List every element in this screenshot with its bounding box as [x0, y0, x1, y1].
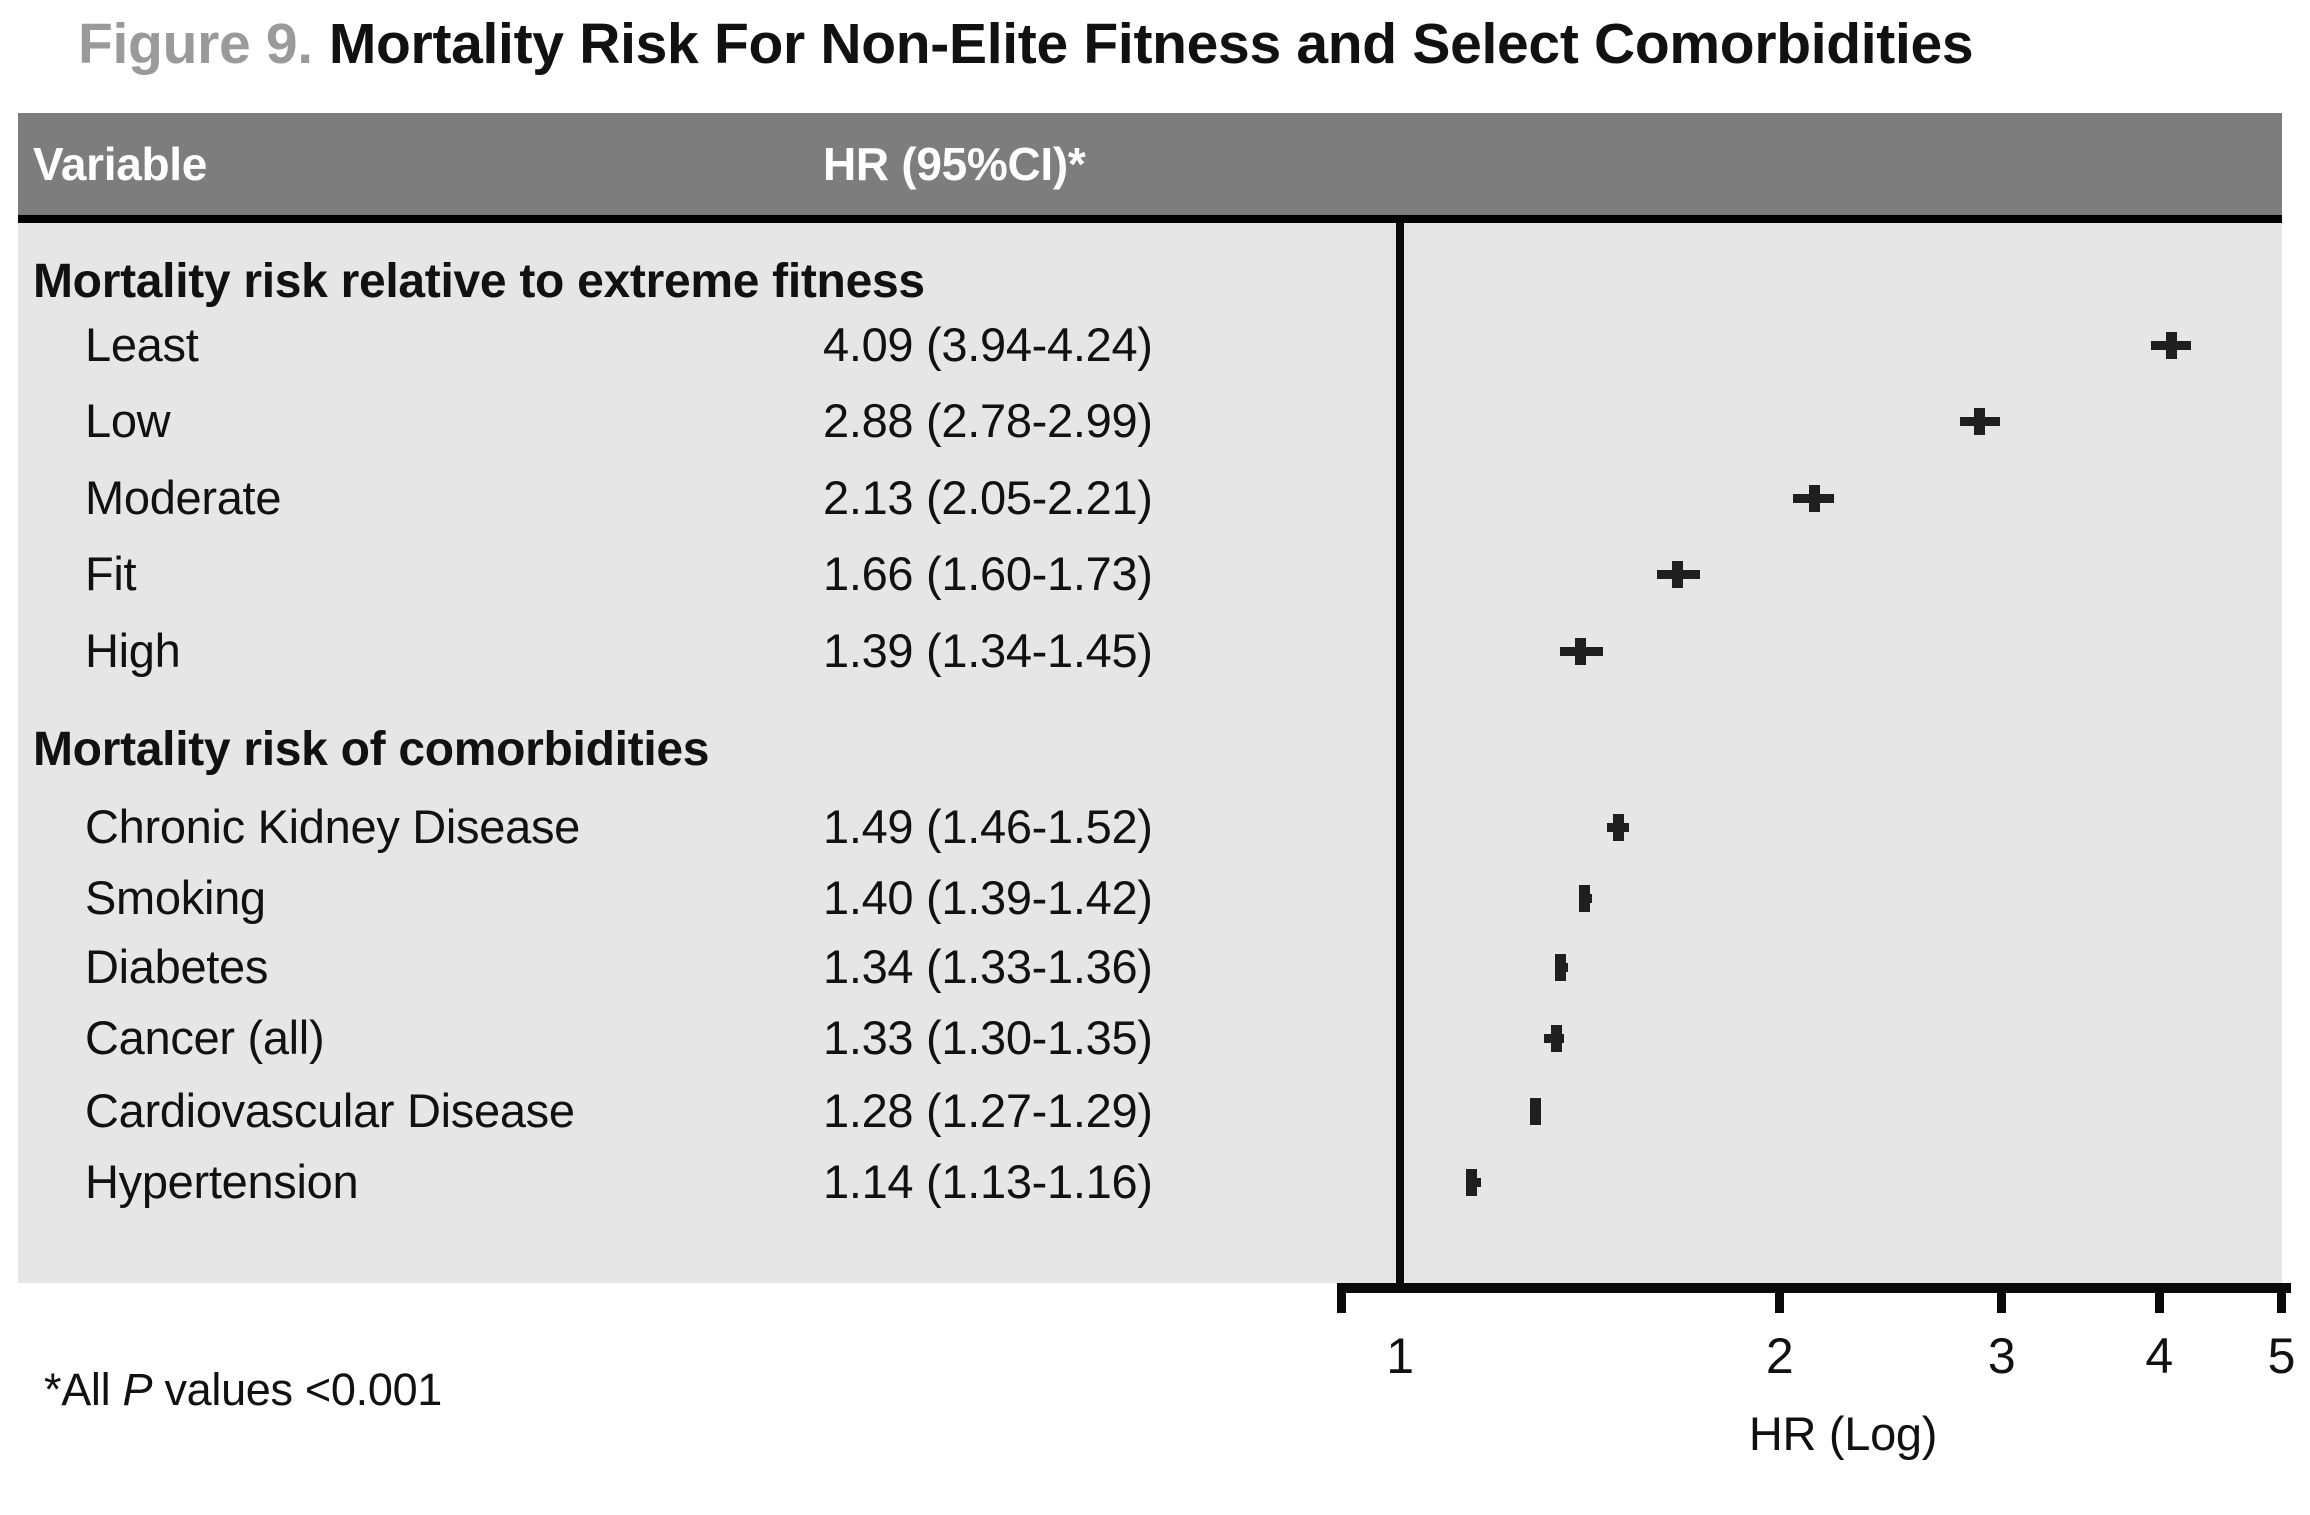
x-axis-tick-label: 1: [1386, 1328, 1414, 1384]
figure-number-label: Figure 9.: [78, 12, 313, 76]
x-axis-endcap-tick: [1337, 1283, 1346, 1313]
row-hr-value: 2.88 (2.78-2.99): [823, 394, 1153, 447]
row-hr-value: 1.49 (1.46-1.52): [823, 800, 1153, 853]
x-axis-tick-label: 4: [2145, 1328, 2173, 1384]
row-hr-value: 1.28 (1.27-1.29): [823, 1084, 1153, 1137]
row-label: Cancer (all): [85, 1011, 325, 1064]
row-label: High: [85, 624, 181, 677]
x-axis-tick: [1775, 1283, 1785, 1313]
row-label: Smoking: [85, 871, 266, 924]
point-estimate-tick: [1529, 1097, 1541, 1125]
header-divider-line: [18, 215, 2282, 223]
row-label: Fit: [85, 547, 137, 600]
row-hr-value: 1.14 (1.13-1.16): [823, 1155, 1153, 1208]
section-header: Mortality risk of comorbidities: [33, 723, 710, 776]
x-axis-tick: [2154, 1283, 2164, 1313]
x-axis-tick-label: 2: [1765, 1328, 1794, 1384]
point-estimate-tick: [1672, 560, 1684, 588]
column-header-hr-ci: HR (95%CI)*: [823, 138, 1086, 190]
row-hr-value: 1.33 (1.30-1.35): [823, 1011, 1153, 1064]
x-axis-tick: [1997, 1283, 2007, 1313]
footnote-prefix: *All: [44, 1364, 123, 1415]
reference-line-hr1: [1396, 223, 1404, 1283]
x-axis-tick-label: 3: [1987, 1328, 2016, 1384]
row-label: Hypertension: [85, 1155, 359, 1208]
point-estimate-tick: [1612, 813, 1624, 841]
point-estimate-tick: [1578, 884, 1590, 912]
row-label: Least: [85, 318, 199, 371]
row-hr-value: 1.40 (1.39-1.42): [823, 871, 1153, 924]
x-axis-tick: [2276, 1283, 2286, 1313]
figure-panel-background: [18, 113, 2282, 1283]
figure-title-text: Mortality Risk For Non-Elite Fitness and…: [328, 12, 1974, 76]
row-hr-value: 2.13 (2.05-2.21): [823, 471, 1153, 524]
column-header-variable: Variable: [33, 138, 208, 190]
point-estimate-tick: [1554, 953, 1566, 981]
x-axis-line: [1337, 1283, 2291, 1293]
row-hr-value: 4.09 (3.94-4.24): [823, 318, 1153, 371]
footnote: *All P values <0.001: [44, 1362, 442, 1418]
footnote-italic-p: P: [122, 1364, 153, 1415]
row-label: Chronic Kidney Disease: [85, 800, 580, 853]
x-axis-title: HR (Log): [1748, 1407, 1938, 1460]
point-estimate-tick: [1550, 1024, 1562, 1052]
point-estimate-tick: [1466, 1168, 1478, 1196]
row-label: Moderate: [85, 471, 282, 524]
figure-title: Figure 9. Mortality Risk For Non-Elite Fi…: [78, 12, 1974, 76]
section-header: Mortality risk relative to extreme fitne…: [33, 255, 925, 308]
point-estimate-tick: [1574, 637, 1586, 665]
point-estimate-tick: [1808, 484, 1820, 512]
row-label: Low: [85, 394, 171, 447]
table-header-bar: [18, 113, 2282, 215]
row-hr-value: 1.39 (1.34-1.45): [823, 624, 1153, 677]
row-label: Diabetes: [85, 940, 269, 993]
point-estimate-tick: [1973, 407, 1985, 435]
footnote-suffix: values <0.001: [152, 1364, 443, 1415]
point-estimate-tick: [2165, 331, 2177, 359]
row-hr-value: 1.66 (1.60-1.73): [823, 547, 1153, 600]
x-axis-tick-label: 5: [2267, 1328, 2296, 1384]
row-hr-value: 1.34 (1.33-1.36): [823, 940, 1153, 993]
row-label: Cardiovascular Disease: [85, 1084, 575, 1137]
